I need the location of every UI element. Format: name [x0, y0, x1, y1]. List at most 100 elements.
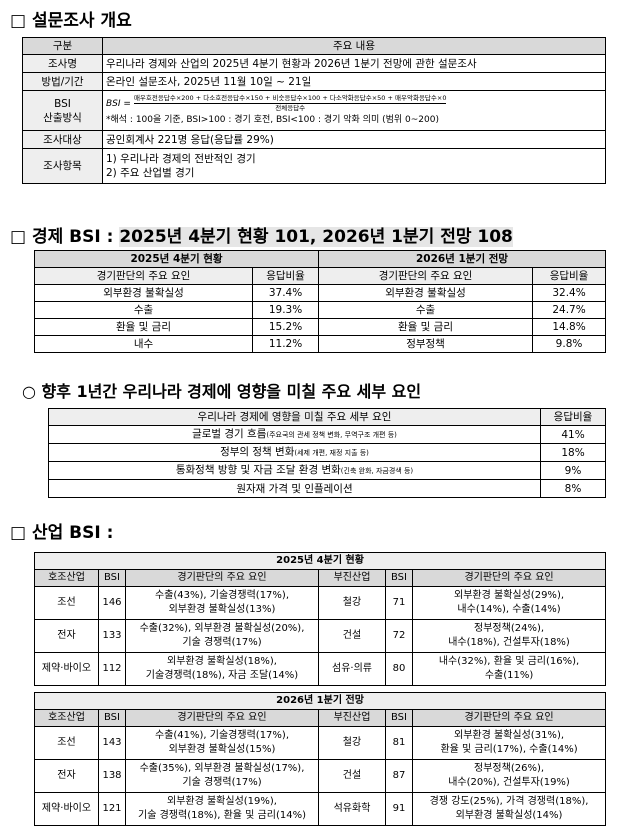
table: 2025년 4분기 현황 호조산업 BSI 경기판단의 주요 요인 부진산업 BSI 경기판…: [33, 552, 607, 686]
industry-name: 제약·바이오: [34, 652, 99, 686]
table-row: 환율 및 금리 15.2% 환율 및 금리 14.8%: [34, 318, 607, 336]
label-cell: 조사명: [22, 54, 103, 73]
table-row: 정부의 정책 변화(세제 개편, 재정 지출 등) 18%: [48, 443, 606, 462]
label-cell: BSI 산출방식: [22, 90, 103, 131]
ratio-cell: 32.4%: [532, 284, 607, 302]
factor-main: 정부의 정책 변화: [220, 446, 295, 458]
factor-cell: 외부환경 불확실성: [34, 284, 253, 302]
ratio-cell: 18%: [540, 443, 606, 462]
industry-bsi: 71: [385, 586, 413, 620]
label-cell: 조사항목: [22, 148, 103, 184]
industry-factors: 수출(41%), 기술경쟁력(17%), 외부환경 불확실성(15%): [125, 726, 319, 760]
table-row: 조선 146 수출(43%), 기술경쟁력(17%), 외부환경 불확실성(13%) 철…: [34, 586, 607, 620]
header-cell: 경기판단의 주요 요인: [318, 267, 534, 285]
header-cell: 응답비율: [532, 267, 607, 285]
table: 2025년 4분기 현황 2026년 1분기 전망 경기판단의 주요 요인 응답비율 경…: [33, 250, 607, 353]
factor-main: 글로벌 경기 흐름: [192, 428, 267, 440]
content-cell: 우리나라 경제와 산업의 2025년 4분기 현황과 2026년 1분기 전망에…: [102, 54, 606, 73]
factor-line: 외부환경 불확실성(14%): [455, 810, 563, 821]
factor-cell: 내수: [34, 335, 253, 353]
ratio-cell: 37.4%: [251, 284, 320, 302]
header-cell: 응답비율: [251, 267, 320, 285]
header-cell: 구분: [22, 37, 103, 55]
title-highlight: 2025년 4분기 현황 101, 2026년 1분기 전망 108: [119, 227, 513, 247]
label-line: 조사항목: [43, 160, 82, 172]
header-cell: 경기판단의 주요 요인: [411, 709, 607, 727]
label-line: 조사대상: [43, 133, 82, 146]
factor-line: 기술 경쟁력(18%), 환율 및 금리(14%): [138, 810, 306, 821]
table-row: 내수 11.2% 정부정책 9.8%: [34, 335, 607, 353]
ratio-cell: 8%: [540, 479, 606, 498]
factor-cell: 수출: [34, 301, 253, 319]
factor-line: 기술 경쟁력(17%): [182, 637, 262, 648]
factor-line: 내수(14%), 수출(14%): [457, 604, 561, 615]
ratio-cell: 9.8%: [532, 335, 607, 353]
factor-line: 기술 경쟁력(17%): [182, 777, 262, 788]
factor-line: 경쟁 강도(25%), 가격 경쟁력(18%),: [429, 796, 589, 807]
industry-name: 제약·바이오: [34, 792, 99, 826]
factor-main: 통화정책 방향 및 자금 조달 환경 변화: [175, 464, 341, 476]
table-row: 2025년 4분기 현황: [33, 552, 607, 570]
industry-bsi: 91: [385, 792, 413, 826]
ratio-cell: 24.7%: [532, 301, 607, 319]
factor-line: 내수(32%), 환율 및 금리(16%),: [438, 656, 580, 667]
label-line: 방법/기간: [41, 75, 84, 88]
factor-line: 내수(20%), 건설투자(19%): [448, 777, 570, 788]
content-cell: BSI = 매우호전응답수×200 + 다소호전응답수×150 + 비슷응답수×1…: [102, 90, 606, 131]
fraction: 매우호전응답수×200 + 다소호전응답수×150 + 비슷응답수×100 + …: [133, 94, 447, 113]
label-cell: 조사대상: [22, 130, 103, 149]
section-title: □ 경제 BSI : 2025년 4분기 현황 101, 2026년 1분기 전…: [10, 222, 513, 247]
factor-cell: 통화정책 방향 및 자금 조달 환경 변화(긴축 완화, 자금경색 등): [48, 461, 541, 480]
factor-line: 외부환경 불확실성(19%),: [167, 796, 277, 807]
label-line: 산출방식: [43, 111, 82, 124]
factor-cell: 정부정책: [318, 335, 534, 353]
formula-lhs: BSI =: [106, 98, 131, 109]
ratio-cell: 41%: [540, 425, 606, 444]
industry-bsi: 72: [385, 619, 413, 653]
factor-line: 내수(18%), 건설투자(18%): [448, 637, 570, 648]
header-cell: 응답비율: [540, 408, 606, 426]
header-cell: 우리나라 경제에 영향을 미칠 주요 세부 요인: [48, 408, 541, 426]
header-cell: 경기판단의 주요 요인: [125, 569, 319, 587]
table-title: 2026년 1분기 전망: [33, 692, 607, 710]
group-title: 2026년 1분기 전망: [318, 250, 607, 268]
label-cell: 방법/기간: [22, 72, 103, 91]
table-row: 우리나라 경제에 영향을 미칠 주요 세부 요인 응답비율: [48, 408, 606, 426]
table-row: 외부환경 불확실성 37.4% 외부환경 불확실성 32.4%: [34, 284, 607, 302]
header-cell: 부진산업: [318, 709, 386, 727]
industry-bsi: 80: [385, 652, 413, 686]
header-cell: BSI: [98, 709, 126, 727]
industry-bsi: 112: [98, 652, 126, 686]
factor-cell: 외부환경 불확실성: [318, 284, 534, 302]
table-row: 제약·바이오 112 외부환경 불확실성(18%), 기술경쟁력(18%), 자금 조…: [34, 652, 607, 686]
content-line: 1) 우리나라 경제의 전반적인 경기: [106, 153, 256, 165]
factor-line: 수출(41%), 기술경쟁력(17%),: [155, 730, 289, 741]
content-line: 온라인 설문조사, 2025년 11월 10일 ~ 21일: [106, 75, 312, 88]
factor-detail: (세제 개편, 재정 지출 등): [294, 449, 369, 457]
industry-name: 전자: [34, 619, 99, 653]
ratio-cell: 14.8%: [532, 318, 607, 336]
industry-factors: 내수(32%), 환율 및 금리(16%), 수출(11%): [411, 652, 607, 686]
header-cell: 경기판단의 주요 요인: [34, 267, 253, 285]
industry-bsi: 87: [385, 759, 413, 793]
numerator: 매우호전응답수×200 + 다소호전응답수×150 + 비슷응답수×100 + …: [133, 94, 447, 104]
factor-detail: (주요국의 관세 정책 변화, 무역구조 개편 등): [266, 431, 397, 439]
factor-cell: 수출: [318, 301, 534, 319]
industry-name: 조선: [34, 726, 99, 760]
ratio-cell: 15.2%: [251, 318, 320, 336]
industry-bsi: 133: [98, 619, 126, 653]
table-row: 수출 19.3% 수출 24.7%: [34, 301, 607, 319]
formula: BSI = 매우호전응답수×200 + 다소호전응답수×150 + 비슷응답수×1…: [106, 94, 602, 113]
table-row: 제약·바이오 121 외부환경 불확실성(19%), 기술 경쟁력(18%), 환율 …: [34, 792, 607, 826]
table-row: 원자재 가격 및 인플레이션 8%: [48, 479, 606, 498]
header-cell: 경기판단의 주요 요인: [411, 569, 607, 587]
table-row: 전자 138 수출(35%), 외부환경 불확실성(17%), 기술 경쟁력(17%)…: [34, 759, 607, 793]
factor-line: 수출(43%), 기술경쟁력(17%),: [155, 590, 289, 601]
denominator: 전체응답수: [275, 104, 306, 112]
industry-name: 석유화학: [318, 792, 386, 826]
factor-line: 정부정책(26%),: [474, 763, 545, 774]
table-row: 통화정책 방향 및 자금 조달 환경 변화(긴축 완화, 자금경색 등) 9%: [48, 461, 606, 480]
group-title: 2025년 4분기 현황: [33, 250, 320, 268]
table: 구분 주요 내용 조사명 우리나라 경제와 산업의 2025년 4분기 현황과 202…: [22, 37, 606, 184]
content-cell: 온라인 설문조사, 2025년 11월 10일 ~ 21일: [102, 72, 606, 91]
